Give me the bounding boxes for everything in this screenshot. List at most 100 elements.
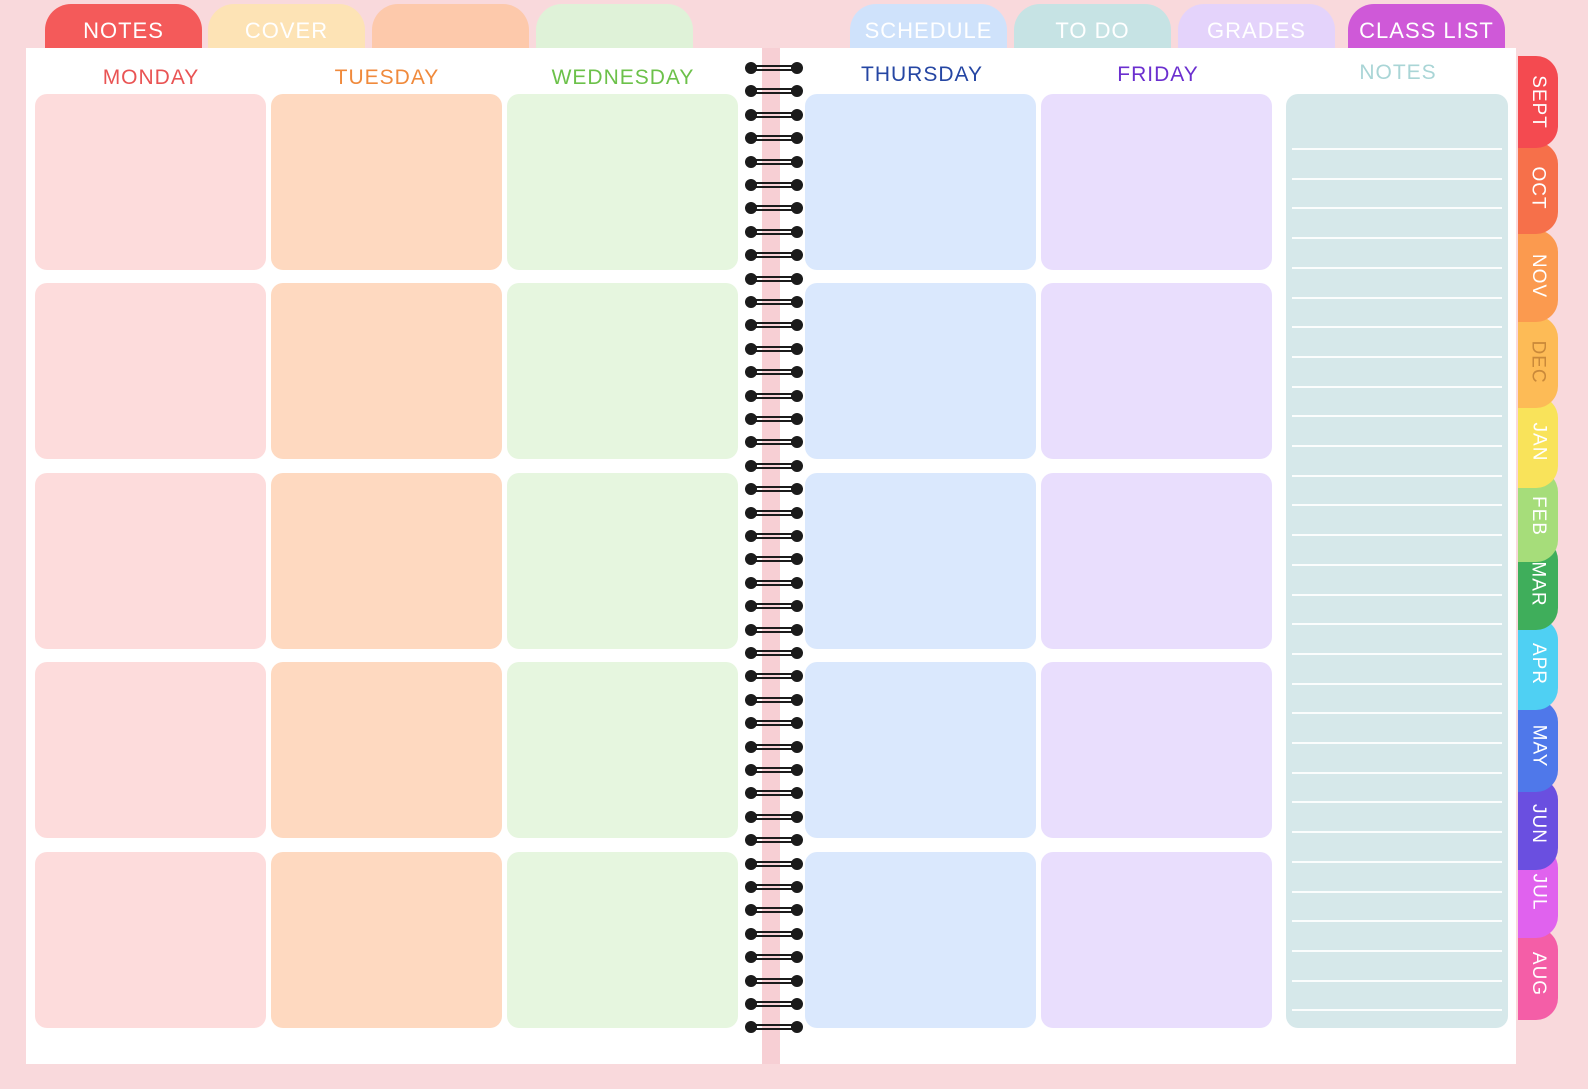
planner-cell-friday-2[interactable] bbox=[1041, 283, 1272, 459]
note-line bbox=[1292, 504, 1502, 507]
day-header-monday: MONDAY bbox=[102, 66, 200, 89]
spiral-ring bbox=[745, 296, 803, 308]
spiral-ring bbox=[745, 483, 803, 496]
planner-cell-tuesday-5[interactable] bbox=[271, 852, 502, 1028]
tab-class-list[interactable]: CLASS LIST bbox=[1348, 4, 1505, 56]
planner-cell-friday-3[interactable] bbox=[1041, 473, 1272, 649]
tab-blank-2[interactable] bbox=[536, 4, 693, 56]
month-tab-label: JAN bbox=[1528, 422, 1549, 462]
spiral-ring bbox=[745, 974, 803, 987]
note-line bbox=[1292, 949, 1502, 952]
month-tab-nov[interactable]: NOV bbox=[1518, 230, 1558, 322]
planner-cell-friday-1[interactable] bbox=[1041, 94, 1272, 270]
spiral-ring bbox=[745, 249, 803, 262]
tab-grades[interactable]: GRADES bbox=[1178, 4, 1335, 56]
spiral-ring bbox=[745, 459, 803, 472]
month-tab-aug[interactable]: AUG bbox=[1518, 928, 1558, 1020]
spiral-ring bbox=[745, 506, 803, 519]
note-line bbox=[1292, 207, 1502, 210]
spiral-ring bbox=[745, 951, 803, 964]
spiral-ring bbox=[745, 319, 803, 332]
spiral-ring bbox=[745, 764, 803, 776]
month-tab-apr[interactable]: APR bbox=[1518, 618, 1558, 710]
planner-cell-tuesday-2[interactable] bbox=[271, 283, 502, 459]
note-line bbox=[1292, 801, 1502, 804]
note-line bbox=[1292, 296, 1502, 299]
planner-cell-wednesday-3[interactable] bbox=[507, 473, 738, 649]
note-line bbox=[1292, 355, 1502, 358]
spiral-ring bbox=[745, 670, 803, 683]
note-line bbox=[1292, 563, 1502, 566]
month-tab-label: DEC bbox=[1528, 340, 1549, 384]
planner-cell-monday-5[interactable] bbox=[35, 852, 266, 1028]
note-line bbox=[1292, 623, 1502, 626]
planner-cell-tuesday-4[interactable] bbox=[271, 662, 502, 838]
tab-notes[interactable]: NOTES bbox=[45, 4, 202, 56]
tab-label: COVER bbox=[244, 18, 329, 43]
planner-cell-monday-1[interactable] bbox=[35, 94, 266, 270]
month-tab-jun[interactable]: JUN bbox=[1518, 778, 1558, 870]
planner-cell-thursday-3[interactable] bbox=[805, 473, 1036, 649]
note-line bbox=[1292, 474, 1502, 477]
month-tab-oct[interactable]: OCT bbox=[1518, 142, 1558, 234]
tab-cover[interactable]: COVER bbox=[208, 4, 365, 56]
note-line bbox=[1292, 979, 1502, 982]
spiral-ring bbox=[745, 881, 803, 893]
month-tab-label: OCT bbox=[1528, 166, 1550, 210]
planner-cell-thursday-5[interactable] bbox=[805, 852, 1036, 1028]
note-line bbox=[1292, 445, 1502, 447]
day-header-thursday: THURSDAY bbox=[861, 63, 983, 86]
notes-panel[interactable] bbox=[1286, 94, 1508, 1028]
notes-header: NOTES bbox=[1359, 61, 1437, 84]
tab-label: NOTES bbox=[83, 18, 164, 43]
spiral-ring bbox=[745, 927, 803, 940]
note-line bbox=[1292, 712, 1502, 715]
note-line bbox=[1292, 652, 1502, 655]
planner-cell-wednesday-4[interactable] bbox=[507, 662, 738, 838]
spiral-ring bbox=[745, 225, 803, 238]
spiral-ring bbox=[745, 179, 803, 191]
spiral-ring bbox=[745, 62, 803, 74]
planner-cell-wednesday-2[interactable] bbox=[507, 283, 738, 459]
planner-cell-friday-4[interactable] bbox=[1041, 662, 1272, 838]
month-tab-sept[interactable]: SEPT bbox=[1518, 56, 1558, 148]
planner-cell-thursday-2[interactable] bbox=[805, 283, 1036, 459]
tab-to-do[interactable]: TO DO bbox=[1014, 4, 1171, 56]
note-line bbox=[1292, 920, 1502, 923]
planner-cell-monday-4[interactable] bbox=[35, 662, 266, 838]
spiral-ring bbox=[745, 998, 803, 1010]
planner-cell-wednesday-5[interactable] bbox=[507, 852, 738, 1028]
month-tab-label: NOV bbox=[1528, 253, 1549, 299]
planner-cell-monday-2[interactable] bbox=[35, 283, 266, 459]
tab-blank-1[interactable] bbox=[372, 4, 529, 56]
planner-cell-tuesday-3[interactable] bbox=[271, 473, 502, 649]
month-tab-label: SEPT bbox=[1528, 75, 1549, 129]
planner-cell-friday-5[interactable] bbox=[1041, 852, 1272, 1028]
planner-cell-monday-3[interactable] bbox=[35, 473, 266, 649]
note-line bbox=[1292, 771, 1502, 774]
note-line bbox=[1292, 682, 1502, 685]
month-tab-may[interactable]: MAY bbox=[1518, 700, 1558, 792]
tab-schedule[interactable]: SCHEDULE bbox=[850, 4, 1007, 56]
tab-label: TO DO bbox=[1055, 18, 1130, 43]
spiral-ring bbox=[745, 530, 803, 542]
month-tab-label: JUN bbox=[1527, 804, 1549, 844]
month-tab-label: APR bbox=[1528, 642, 1550, 686]
month-tab-label: MAR bbox=[1528, 561, 1550, 607]
spiral-ring bbox=[745, 647, 803, 659]
planner-cell-wednesday-1[interactable] bbox=[507, 94, 738, 270]
spiral-ring bbox=[745, 810, 803, 823]
planner-cell-thursday-4[interactable] bbox=[805, 662, 1036, 838]
note-line bbox=[1292, 890, 1502, 893]
planner-cell-thursday-1[interactable] bbox=[805, 94, 1036, 270]
month-tab-jan[interactable]: JAN bbox=[1518, 396, 1558, 488]
month-tab-label: FEB bbox=[1527, 496, 1549, 536]
note-line bbox=[1292, 177, 1502, 180]
spiral-ring bbox=[745, 904, 803, 917]
spiral-ring bbox=[745, 623, 803, 636]
tab-label: SCHEDULE bbox=[864, 18, 993, 43]
spiral-ring bbox=[745, 787, 803, 800]
spiral-ring bbox=[745, 155, 803, 168]
month-tab-dec[interactable]: DEC bbox=[1518, 316, 1558, 408]
planner-cell-tuesday-1[interactable] bbox=[271, 94, 502, 270]
